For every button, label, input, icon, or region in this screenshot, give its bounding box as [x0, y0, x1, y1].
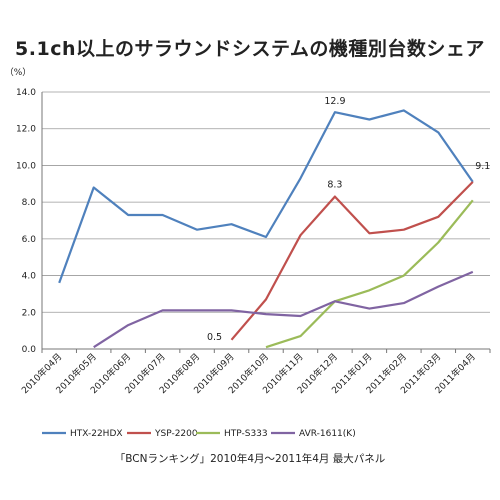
y-axis-label: （%）: [5, 67, 32, 78]
y-tick-label: 2.0: [22, 308, 37, 318]
grid: [42, 91, 490, 313]
data-labels: 12.9 8.3 0.5 9.1: [207, 96, 490, 343]
y-tick-label: 8.0: [22, 198, 37, 208]
data-label: 12.9: [324, 96, 345, 107]
series-line-htx-22hdx: [58, 109, 474, 284]
legend-label: HTX-22HDX: [70, 429, 123, 439]
y-tick-label: 4.0: [22, 272, 37, 282]
series-line-htp-s333: [265, 199, 474, 349]
series-line-ysp-2200: [230, 181, 474, 341]
chart-title: 5.1ch以上のサラウンドシステムの機種別台数シェア: [15, 38, 485, 60]
data-label: 9.1: [475, 161, 490, 172]
y-tick-label: 12.0: [16, 125, 36, 135]
source-note: 「BCNランキング」2010年4月～2011年4月 最大パネル: [114, 453, 386, 465]
series-lines: [58, 109, 474, 349]
y-tick-label: 6.0: [22, 235, 37, 245]
y-tick-label: 10.0: [16, 161, 36, 171]
series-line-avr-1611-k-: [93, 270, 474, 349]
data-label: 0.5: [207, 332, 222, 343]
legend-label: HTP-S333: [224, 429, 268, 439]
y-tick-label: 0.0: [22, 345, 37, 355]
legend-label: AVR-1611(K): [299, 429, 356, 439]
data-label: 8.3: [327, 180, 342, 191]
legend-label: YSP-2200: [154, 429, 198, 439]
legend: HTX-22HDX YSP-2200 HTP-S333 AVR-1611(K): [42, 429, 356, 439]
y-tick-label: 14.0: [16, 88, 36, 98]
